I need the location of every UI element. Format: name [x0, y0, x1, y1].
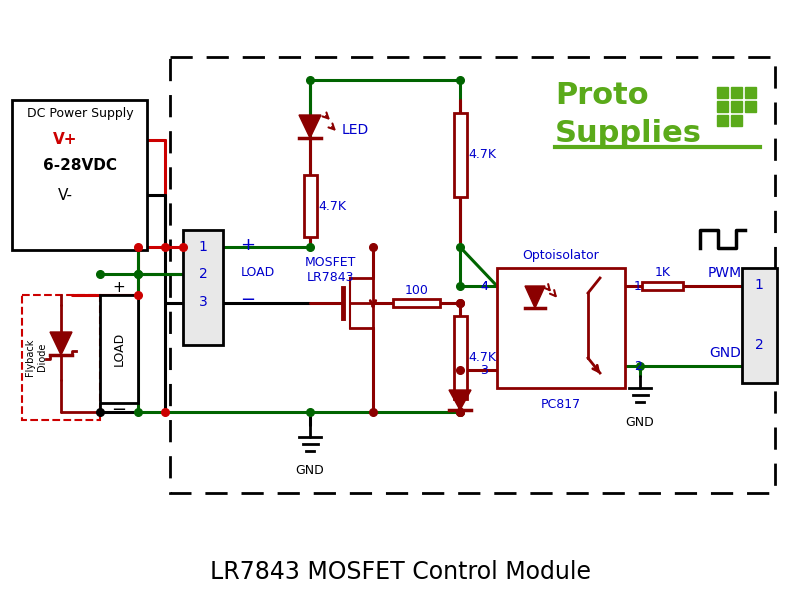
Text: Flyback
Diode: Flyback Diode	[25, 338, 46, 376]
Text: +: +	[241, 236, 255, 254]
Polygon shape	[525, 286, 545, 308]
Text: GND: GND	[626, 415, 654, 428]
Bar	[454, 113, 466, 197]
Polygon shape	[299, 115, 321, 138]
Polygon shape	[449, 390, 471, 410]
Text: V-: V-	[58, 187, 73, 202]
Text: Supplies: Supplies	[555, 118, 702, 148]
Text: 2: 2	[198, 267, 207, 281]
Bar	[642, 282, 683, 290]
Text: 100: 100	[405, 283, 429, 296]
Text: LOAD: LOAD	[113, 332, 126, 366]
Text: GND: GND	[709, 346, 741, 360]
Text: MOSFET
LR7843: MOSFET LR7843	[304, 256, 356, 284]
Bar	[731, 101, 742, 112]
Text: LOAD: LOAD	[241, 265, 275, 278]
Bar	[717, 87, 728, 98]
Bar	[717, 115, 728, 126]
Bar	[745, 87, 756, 98]
Text: 1K: 1K	[654, 266, 670, 280]
Bar	[497, 268, 625, 388]
Text: 3: 3	[480, 364, 488, 377]
Bar	[717, 101, 728, 112]
Text: DC Power Supply: DC Power Supply	[26, 107, 134, 119]
Text: 2: 2	[634, 359, 642, 373]
Text: V+: V+	[53, 133, 78, 148]
Text: 1: 1	[634, 280, 642, 292]
Text: 4.7K: 4.7K	[318, 199, 346, 212]
Bar	[454, 316, 466, 399]
Text: −: −	[241, 291, 255, 309]
Text: 2: 2	[754, 338, 763, 352]
Text: −: −	[111, 401, 126, 419]
Text: 4: 4	[480, 280, 488, 292]
Bar	[731, 115, 742, 126]
Bar	[183, 230, 223, 345]
Text: GND: GND	[296, 464, 324, 478]
Text: +: +	[113, 280, 126, 295]
Text: 1: 1	[198, 240, 207, 254]
Text: 4.7K: 4.7K	[468, 351, 496, 364]
Bar	[12, 100, 147, 250]
Bar	[303, 175, 317, 237]
Text: 1: 1	[754, 278, 763, 292]
Text: 4.7K: 4.7K	[468, 148, 496, 161]
Text: PWM: PWM	[708, 266, 742, 280]
Text: 3: 3	[198, 295, 207, 309]
Text: PC817: PC817	[541, 398, 581, 412]
Bar	[742, 268, 777, 383]
Bar	[100, 295, 138, 403]
Bar	[745, 101, 756, 112]
Bar	[731, 87, 742, 98]
Text: 4: 4	[480, 280, 488, 292]
Text: LED: LED	[342, 123, 369, 137]
Text: Optoisolator: Optoisolator	[522, 248, 599, 262]
Polygon shape	[50, 332, 72, 355]
Text: Proto: Proto	[555, 80, 649, 109]
Bar	[393, 299, 441, 307]
Text: 6-28VDC: 6-28VDC	[43, 157, 117, 173]
Text: LR7843 MOSFET Control Module: LR7843 MOSFET Control Module	[210, 560, 590, 584]
